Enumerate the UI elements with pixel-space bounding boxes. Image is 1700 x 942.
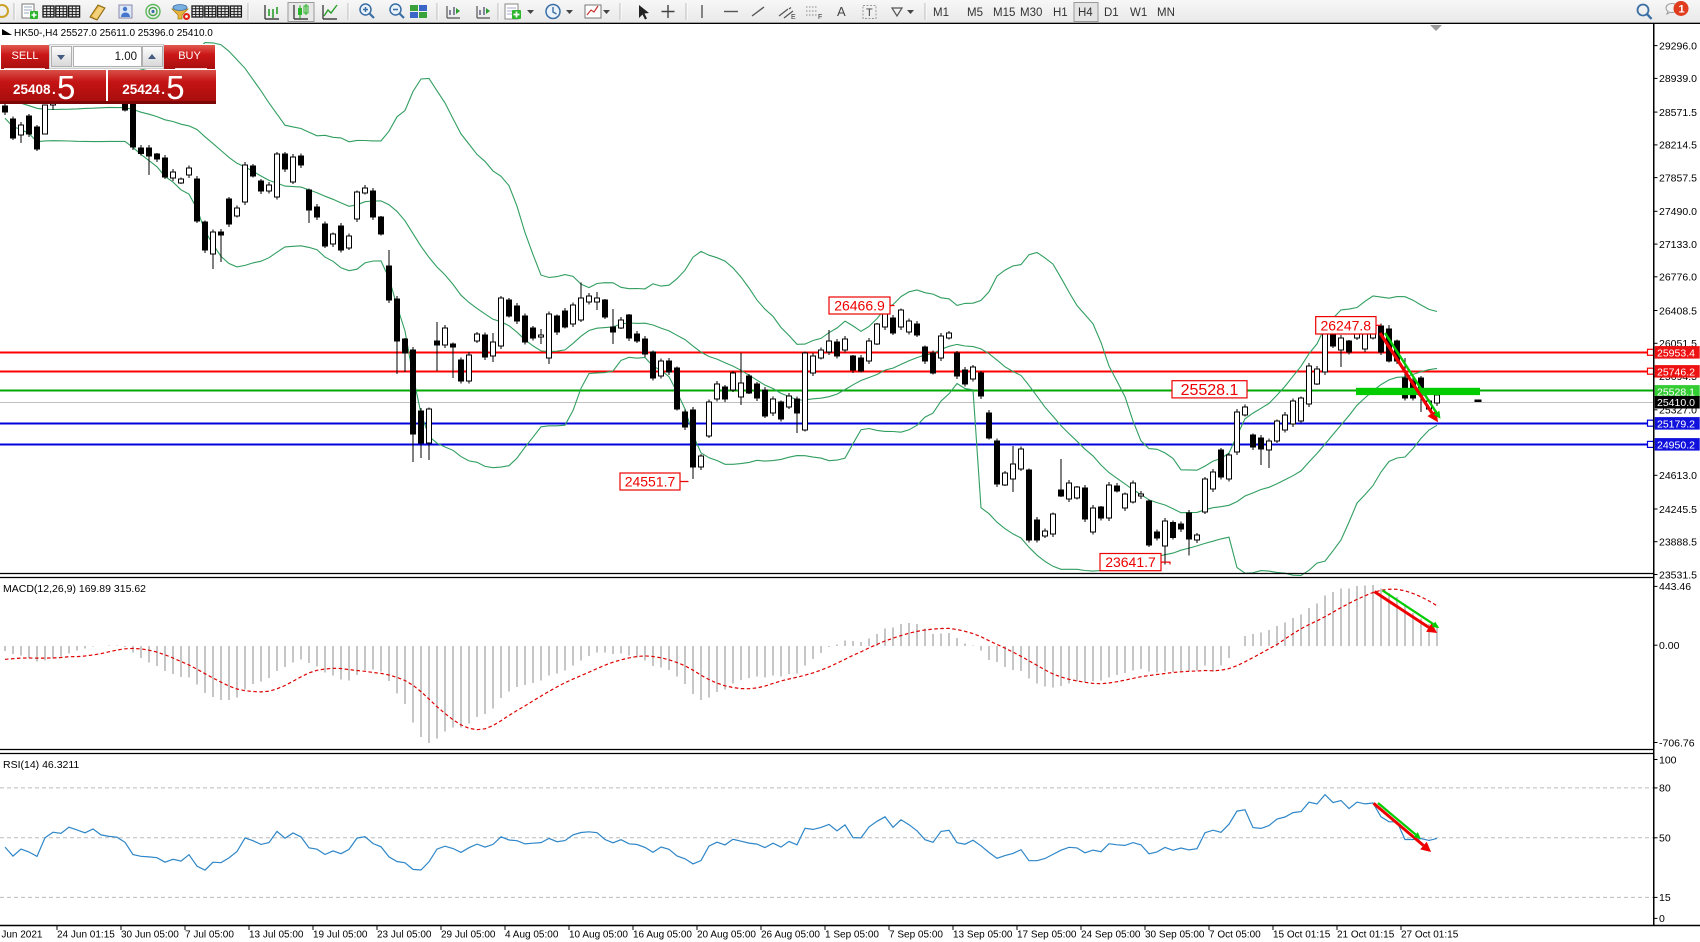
svg-text:D1: D1 xyxy=(1104,7,1119,19)
svg-text:26776.0: 26776.0 xyxy=(1659,272,1697,284)
svg-text:24613.0: 24613.0 xyxy=(1659,470,1697,482)
svg-text:M15: M15 xyxy=(993,7,1015,19)
svg-text:7 Jul 05:00: 7 Jul 05:00 xyxy=(185,930,234,941)
svg-text:7 Sep 05:00: 7 Sep 05:00 xyxy=(889,930,943,941)
svg-text:7 Oct 05:00: 7 Oct 05:00 xyxy=(1209,930,1261,941)
svg-text:HK50-,H4 25527.0 25611.0 2539: HK50-,H4 25527.0 25611.0 25396.0 25410.0 xyxy=(14,28,213,39)
svg-text:1 Sep 05:00: 1 Sep 05:00 xyxy=(825,930,879,941)
svg-text:13 Sep 05:00: 13 Sep 05:00 xyxy=(953,930,1013,941)
svg-text:25410.0: 25410.0 xyxy=(1657,397,1695,409)
svg-text:24 Jun 01:15: 24 Jun 01:15 xyxy=(57,930,115,941)
svg-text:H4: H4 xyxy=(1078,7,1093,19)
svg-text:24245.5: 24245.5 xyxy=(1659,504,1697,516)
svg-text:100: 100 xyxy=(1659,754,1677,766)
svg-text:MACD(12,26,9) 169.89 315.62: MACD(12,26,9) 169.89 315.62 xyxy=(3,583,146,595)
svg-text:29296.0: 29296.0 xyxy=(1659,40,1697,52)
svg-text:F: F xyxy=(818,14,822,21)
svg-text:21 Oct 01:15: 21 Oct 01:15 xyxy=(1337,930,1395,941)
svg-text:26408.5: 26408.5 xyxy=(1659,305,1697,317)
svg-text:30 Sep 05:00: 30 Sep 05:00 xyxy=(1145,930,1205,941)
svg-text:28571.5: 28571.5 xyxy=(1659,107,1697,119)
svg-text:A: A xyxy=(837,4,846,19)
svg-text:20 Aug 05:00: 20 Aug 05:00 xyxy=(697,930,756,941)
svg-text:M1: M1 xyxy=(933,7,949,19)
svg-text:29 Jul 05:00: 29 Jul 05:00 xyxy=(441,930,496,941)
svg-text:M30: M30 xyxy=(1020,7,1042,19)
svg-text:25746.2: 25746.2 xyxy=(1657,366,1695,378)
svg-text:H1: H1 xyxy=(1053,7,1068,19)
svg-text:23 Jul 05:00: 23 Jul 05:00 xyxy=(377,930,432,941)
svg-text:443.46: 443.46 xyxy=(1659,581,1691,593)
svg-text:4 Aug 05:00: 4 Aug 05:00 xyxy=(505,930,559,941)
svg-text:25528.1: 25528.1 xyxy=(1657,386,1695,398)
svg-text:T: T xyxy=(866,7,873,19)
svg-text:W1: W1 xyxy=(1130,7,1147,19)
svg-text:23888.5: 23888.5 xyxy=(1659,537,1697,549)
svg-text:28214.5: 28214.5 xyxy=(1659,140,1697,152)
svg-text:13 Jul 05:00: 13 Jul 05:00 xyxy=(249,930,304,941)
svg-text:15: 15 xyxy=(1659,892,1671,904)
svg-text:27133.0: 27133.0 xyxy=(1659,239,1697,251)
svg-text:26466.9: 26466.9 xyxy=(834,298,885,314)
svg-text:24950.2: 24950.2 xyxy=(1657,439,1695,451)
svg-text:1: 1 xyxy=(1679,4,1685,16)
svg-text:27490.0: 27490.0 xyxy=(1659,206,1697,218)
svg-text:24 Sep 05:00: 24 Sep 05:00 xyxy=(1081,930,1141,941)
svg-text:M5: M5 xyxy=(967,7,983,19)
svg-text:17 Sep 05:00: 17 Sep 05:00 xyxy=(1017,930,1077,941)
svg-text:15 Oct 01:15: 15 Oct 01:15 xyxy=(1273,930,1331,941)
svg-text:23641.7: 23641.7 xyxy=(1105,554,1156,570)
svg-text:26247.8: 26247.8 xyxy=(1320,317,1371,333)
svg-text:25528.1: 25528.1 xyxy=(1181,382,1239,399)
svg-text:25953.4: 25953.4 xyxy=(1657,347,1695,359)
svg-text:-706.76: -706.76 xyxy=(1659,737,1695,749)
svg-text:23531.5: 23531.5 xyxy=(1659,569,1697,581)
svg-text:RSI(14) 46.3211: RSI(14) 46.3211 xyxy=(3,759,79,771)
svg-text:0.00: 0.00 xyxy=(1659,640,1680,652)
svg-text:19 Jul 05:00: 19 Jul 05:00 xyxy=(313,930,368,941)
svg-text:25179.2: 25179.2 xyxy=(1657,418,1695,430)
svg-text:MN: MN xyxy=(1157,7,1175,19)
svg-text:27 Oct 01:15: 27 Oct 01:15 xyxy=(1401,930,1459,941)
svg-text:3 Jun 2021: 3 Jun 2021 xyxy=(0,930,43,941)
svg-text:10 Aug 05:00: 10 Aug 05:00 xyxy=(569,930,628,941)
svg-text:E: E xyxy=(791,14,796,21)
svg-text:0: 0 xyxy=(1659,913,1665,925)
svg-text:26 Aug 05:00: 26 Aug 05:00 xyxy=(761,930,820,941)
svg-text:50: 50 xyxy=(1659,833,1671,845)
svg-text:30 Jun 05:00: 30 Jun 05:00 xyxy=(121,930,179,941)
svg-text:24551.7: 24551.7 xyxy=(625,474,676,490)
svg-text:16 Aug 05:00: 16 Aug 05:00 xyxy=(633,930,692,941)
svg-text:28939.0: 28939.0 xyxy=(1659,73,1697,85)
svg-text:27857.5: 27857.5 xyxy=(1659,172,1697,184)
svg-text:80: 80 xyxy=(1659,783,1671,795)
